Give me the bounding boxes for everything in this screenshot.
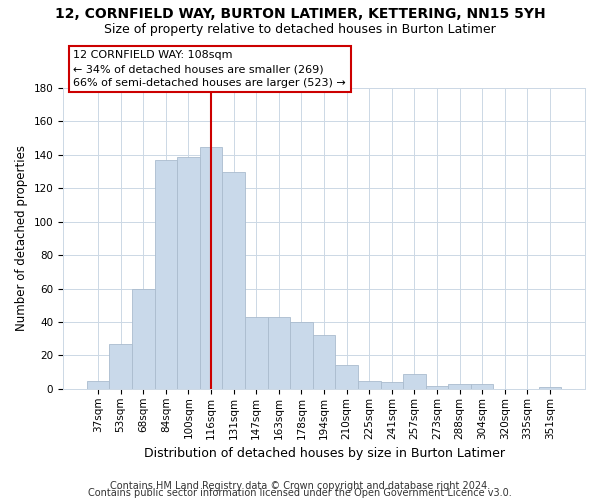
Bar	[223, 172, 245, 389]
Bar	[425, 386, 448, 389]
Bar	[471, 384, 493, 389]
Text: Contains HM Land Registry data © Crown copyright and database right 2024.: Contains HM Land Registry data © Crown c…	[110, 481, 490, 491]
Bar	[403, 374, 425, 389]
Bar	[335, 366, 358, 389]
Bar	[200, 146, 223, 389]
Text: 12, CORNFIELD WAY, BURTON LATIMER, KETTERING, NN15 5YH: 12, CORNFIELD WAY, BURTON LATIMER, KETTE…	[55, 8, 545, 22]
Bar	[539, 387, 561, 389]
Bar	[245, 317, 268, 389]
Text: Size of property relative to detached houses in Burton Latimer: Size of property relative to detached ho…	[104, 22, 496, 36]
Bar	[109, 344, 132, 389]
Bar	[132, 288, 155, 389]
Text: Contains public sector information licensed under the Open Government Licence v3: Contains public sector information licen…	[88, 488, 512, 498]
Bar	[87, 380, 109, 389]
X-axis label: Distribution of detached houses by size in Burton Latimer: Distribution of detached houses by size …	[143, 447, 505, 460]
Y-axis label: Number of detached properties: Number of detached properties	[15, 146, 28, 332]
Bar	[380, 382, 403, 389]
Bar	[155, 160, 177, 389]
Bar	[358, 380, 380, 389]
Bar	[268, 317, 290, 389]
Bar	[313, 336, 335, 389]
Bar	[290, 322, 313, 389]
Bar	[448, 384, 471, 389]
Bar	[177, 156, 200, 389]
Text: 12 CORNFIELD WAY: 108sqm
← 34% of detached houses are smaller (269)
66% of semi-: 12 CORNFIELD WAY: 108sqm ← 34% of detach…	[73, 50, 346, 88]
